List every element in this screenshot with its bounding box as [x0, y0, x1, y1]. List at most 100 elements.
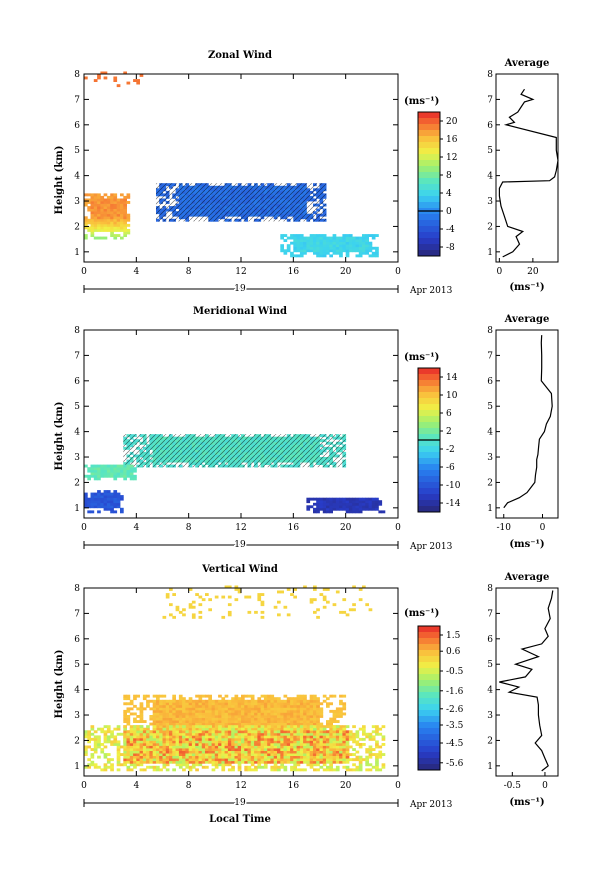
heat-cell: [126, 474, 131, 478]
heat-cell: [188, 727, 193, 731]
heat-cell: [182, 763, 186, 767]
heat-cell: [296, 239, 301, 242]
heat-cell: [277, 758, 281, 762]
heat-cell: [319, 715, 324, 718]
heat-cell: [185, 720, 190, 723]
colorbar-segment: [418, 398, 440, 405]
heat-cell: [116, 745, 121, 749]
heat-cell: [159, 768, 163, 772]
heat-cell: [201, 720, 206, 723]
heat-cell: [224, 585, 229, 589]
heat-cell: [178, 694, 183, 698]
heat-cell: [120, 236, 124, 240]
heat-cell: [97, 495, 101, 498]
heat-cell: [87, 229, 91, 232]
heat-cell: [345, 613, 350, 617]
heat-cell: [322, 236, 327, 240]
heat-cell: [129, 740, 134, 744]
heat-cell: [123, 71, 127, 75]
heat-cell: [123, 198, 127, 202]
heat-cell: [329, 500, 333, 504]
heat-cell: [326, 735, 330, 739]
heat-cell: [263, 699, 268, 703]
heat-cell: [133, 743, 137, 746]
heat-cell: [319, 748, 324, 751]
heat-cell: [362, 251, 366, 255]
heat-cell: [378, 768, 383, 772]
heat-cell: [286, 753, 291, 756]
heat-cell: [169, 743, 173, 746]
heat-cell: [332, 758, 337, 762]
heat-cell: [159, 755, 163, 759]
heat-cell: [116, 201, 121, 204]
heat-cell: [339, 254, 343, 258]
heat-cell: [149, 735, 154, 739]
heat-cell: [283, 765, 288, 769]
heat-cell: [221, 722, 226, 726]
heat-cell: [139, 74, 144, 77]
heat-cell: [162, 758, 167, 762]
heat-cell: [283, 709, 288, 713]
heat-cell: [139, 743, 144, 746]
heat-cell: [90, 753, 95, 756]
heat-cell: [136, 745, 140, 749]
heat-cell: [339, 610, 343, 614]
heat-cell: [201, 760, 206, 764]
heat-cell: [142, 753, 147, 756]
heat-cell: [273, 768, 278, 772]
heat-cell: [169, 730, 173, 734]
heat-cell: [159, 737, 163, 741]
heat-cell: [123, 697, 127, 701]
heat-cell: [378, 753, 383, 756]
heat-cell: [221, 725, 226, 729]
heat-cell: [237, 753, 242, 756]
heat-cell: [175, 608, 180, 612]
heat-cell: [87, 497, 91, 501]
heat-cell: [231, 753, 235, 756]
heat-cell: [290, 740, 294, 744]
heat-cell: [97, 193, 101, 197]
heat-cell: [214, 765, 219, 769]
heat-cell: [293, 241, 297, 245]
heat-cell: [378, 732, 383, 736]
heat-cell: [280, 722, 284, 726]
heat-cell: [290, 712, 294, 716]
heat-cell: [106, 467, 111, 471]
colorbar-segment: [418, 368, 440, 375]
heat-cell: [93, 213, 98, 217]
heat-cell: [277, 748, 281, 751]
colorbar-segment: [418, 434, 440, 441]
heat-cell: [175, 735, 180, 739]
heat-cell: [296, 748, 301, 751]
heat-cell: [316, 722, 320, 726]
heat-cell: [348, 239, 353, 242]
heat-cell: [247, 699, 252, 703]
heat-cell: [290, 251, 294, 255]
heat-cell: [280, 743, 284, 746]
plot-frame: [83, 73, 399, 263]
heat-cell: [169, 758, 173, 762]
heat-cell: [339, 702, 343, 706]
profile-x-tick-label: 0: [540, 523, 546, 533]
heat-cell: [93, 763, 98, 767]
y-axis-label: Height (km): [54, 650, 65, 719]
heat-cell: [267, 702, 271, 706]
heat-cell: [348, 510, 353, 514]
heat-cell: [329, 702, 333, 706]
heat-cell: [120, 193, 124, 197]
heat-cell: [126, 722, 131, 726]
heat-cell: [316, 704, 320, 708]
heat-cell: [136, 737, 140, 741]
heat-cell: [100, 502, 105, 506]
heat-cell: [303, 730, 307, 734]
heat-cell: [316, 236, 320, 240]
heat-cell: [214, 727, 219, 731]
heat-cell: [299, 748, 304, 751]
heat-cell: [162, 730, 167, 734]
heat-cell: [358, 768, 363, 772]
heat-cell: [335, 748, 340, 751]
heat-cell: [244, 709, 248, 713]
heat-cell: [306, 712, 311, 716]
